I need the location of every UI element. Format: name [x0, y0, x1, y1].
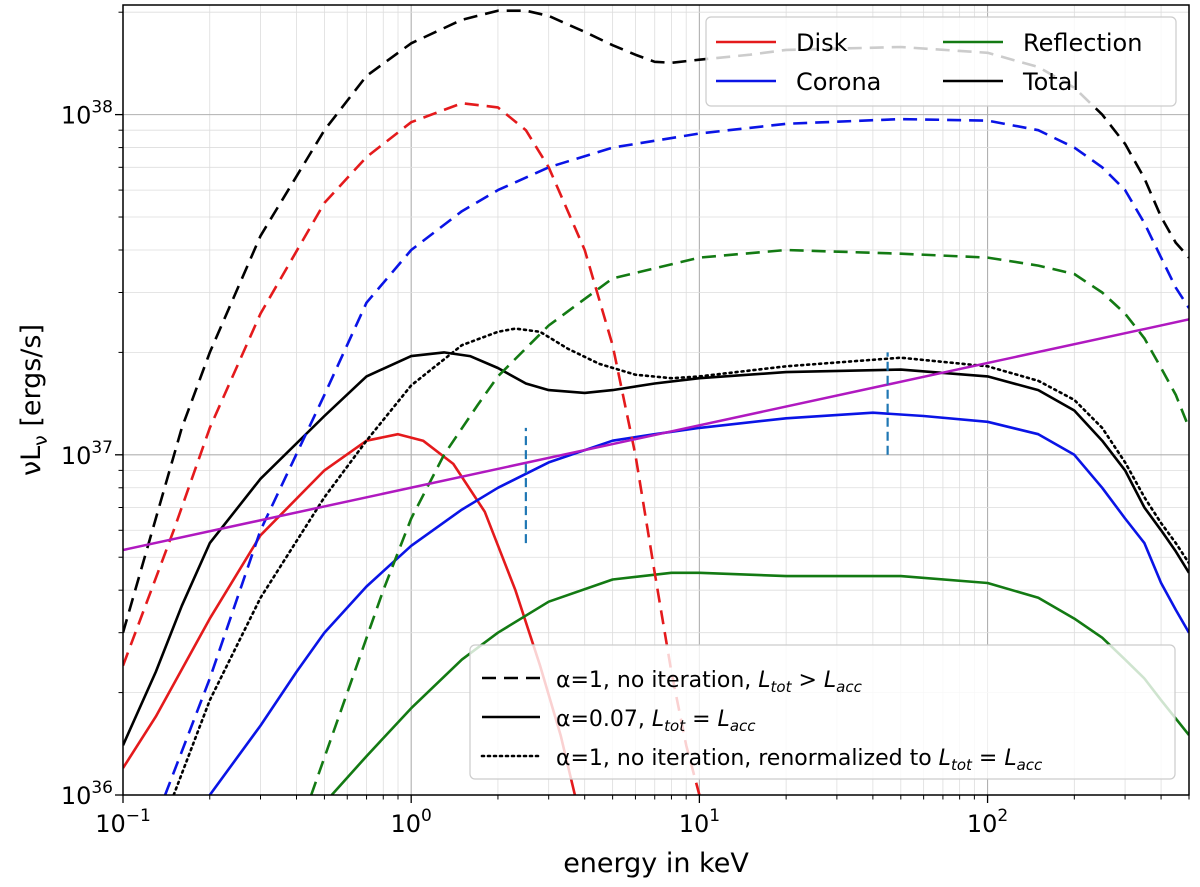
y-tick-label: 1037 [61, 438, 113, 470]
x-axis-label: energy in keV [563, 848, 749, 879]
legend-label-disk: Disk [796, 29, 848, 57]
x-tick-label: 10−1 [95, 806, 151, 838]
marker-layer [524, 352, 889, 544]
x-tick-label: 101 [679, 806, 720, 838]
y-axis-label-sub: ν [30, 435, 52, 446]
component-legend-box [705, 16, 1177, 107]
symbol-L: L [939, 746, 951, 771]
symbol-L: L [758, 668, 770, 693]
subscript-acc: acc [730, 717, 756, 735]
series-layer [123, 9, 1189, 795]
y-tick-label-base: 10 [61, 102, 92, 130]
y-tick-label-base: 10 [61, 442, 92, 470]
symbol-L: L [824, 668, 836, 693]
y-tick-label: 1036 [61, 778, 113, 810]
series-reflection-dashed [309, 248, 1189, 795]
series-total-dotted [172, 327, 1189, 795]
tick-layer [115, 11, 1190, 803]
x-tick-label-exp: −1 [126, 806, 151, 826]
subscript-acc: acc [1017, 756, 1043, 774]
style-legend-box [469, 644, 1176, 780]
component-legend: Disk Corona Reflection Total [705, 16, 1177, 107]
x-tick-label-base: 10 [679, 810, 710, 838]
subscript-tot: tot [771, 678, 793, 696]
relation: = [972, 746, 1004, 771]
x-tick-label: 100 [391, 806, 432, 838]
relation: = [685, 707, 717, 732]
x-tick-label: 102 [967, 806, 1008, 838]
style-legend-label: α=1, no iteration, renormalized to Ltot … [556, 746, 1043, 774]
x-tick-label-base: 10 [967, 810, 998, 838]
series-total-solid [123, 351, 1189, 746]
x-tick-label-exp: 1 [709, 806, 720, 826]
series-corona-solid [208, 411, 1189, 795]
y-tick-label-exp: 38 [91, 98, 113, 118]
series-disk-dashed [123, 101, 701, 795]
y-axis-label: νLν [ergs/s] [16, 324, 52, 476]
x-tick-label-base: 10 [95, 810, 126, 838]
y-tick-label-exp: 36 [91, 778, 113, 798]
legend-label-corona: Corona [796, 68, 881, 96]
symbol-L: L [718, 707, 730, 732]
subscript-tot: tot [951, 756, 973, 774]
style-legend-alpha: α=0.07, [556, 707, 652, 732]
style-legend-alpha: α=1, no iteration, renormalized to [556, 746, 939, 771]
series-power-law-solid [123, 318, 1189, 552]
style-legend-alpha: α=1, no iteration, [556, 668, 758, 693]
style-legend-label: α=0.07, Ltot = Lacc [556, 707, 756, 735]
y-tick-label-exp: 37 [91, 438, 113, 458]
symbol-L: L [1004, 746, 1016, 771]
x-tick-label-base: 10 [391, 810, 422, 838]
legend-label-total: Total [1022, 68, 1079, 96]
x-tick-label-exp: 0 [421, 806, 432, 826]
y-tick-label-base: 10 [61, 782, 92, 810]
y-axis-label-main: νL [16, 446, 47, 476]
plot-frame [122, 4, 1190, 796]
style-legend-label: α=1, no iteration, Ltot > Lacc [556, 668, 863, 696]
legend-label-reflection: Reflection [1023, 29, 1142, 57]
y-tick-label: 1038 [61, 98, 113, 130]
symbol-L: L [652, 707, 664, 732]
subscript-acc: acc [836, 678, 862, 696]
subscript-tot: tot [664, 717, 686, 735]
x-tick-label-exp: 2 [997, 806, 1008, 826]
relation: > [791, 668, 823, 693]
y-axis-label-unit: [ergs/s] [16, 324, 47, 435]
